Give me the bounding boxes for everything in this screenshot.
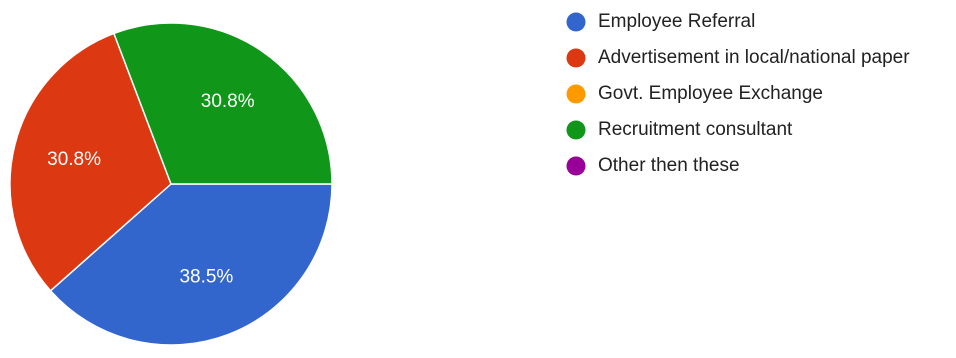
legend-item[interactable]: Advertisement in local/national paper <box>566 47 911 68</box>
legend-item[interactable]: Other then these <box>566 155 740 176</box>
legend-label: Advertisement in local/national paper <box>598 47 910 68</box>
pie-slice-employee-referral[interactable] <box>49 183 333 346</box>
legend: Employee Referral Advertisement in local/… <box>566 11 911 176</box>
slice-percent-label: 38.5% <box>179 266 233 287</box>
legend-swatch <box>566 48 586 68</box>
legend-label: Other then these <box>598 155 740 176</box>
pie-slice-recruitment-consultant[interactable] <box>112 22 333 185</box>
pie-slices <box>9 22 333 346</box>
legend-swatch <box>566 84 586 104</box>
pie-slice-advertisement-in-local-national-paper[interactable] <box>9 32 172 292</box>
legend-item[interactable]: Employee Referral <box>566 11 756 32</box>
legend-label: Govt. Employee Exchange <box>598 83 823 104</box>
legend-label: Employee Referral <box>598 11 755 32</box>
legend-item[interactable]: Recruitment consultant <box>566 119 794 140</box>
legend-label: Recruitment consultant <box>598 119 793 140</box>
legend-swatch <box>566 12 586 32</box>
legend-swatch <box>566 156 586 176</box>
slice-percent-label: 30.8% <box>201 91 255 112</box>
legend-item[interactable]: Govt. Employee Exchange <box>566 83 823 104</box>
slice-percent-label: 30.8% <box>47 149 101 170</box>
slice-labels: 38.5% 30.8% 30.8% <box>47 91 255 287</box>
legend-swatch <box>566 120 586 140</box>
